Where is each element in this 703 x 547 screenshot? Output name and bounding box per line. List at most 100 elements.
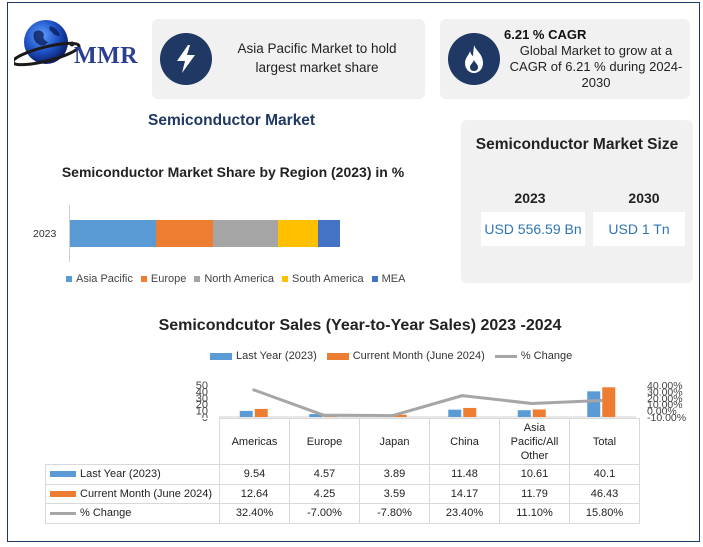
bar-last-year [517, 410, 531, 417]
market-size-title: Semiconductor Market Size [475, 136, 679, 153]
y-tick-label: 40 [196, 386, 208, 398]
legend-mea: MEA [371, 273, 405, 285]
table-cell: 4.57 [289, 464, 360, 485]
table-cell: 32.40% [219, 503, 290, 524]
market-size-year-2023: 2023 [514, 190, 546, 206]
share-segment-mea [318, 220, 340, 247]
row-label-last-year: Last Year (2023) [45, 464, 220, 485]
legend-europe: Europe [140, 273, 186, 285]
share-chart-title: Semiconductor Market Share by Region (20… [61, 164, 405, 180]
table-column-header: China [429, 418, 500, 465]
pct-change-point [391, 414, 395, 418]
table-row-pct-change: % Change 32.40% -7.00% -7.80% 23.40% 11.10% 1… [45, 503, 640, 524]
row-label-current-month: Current Month (June 2024) [45, 483, 220, 504]
bar-current-month [602, 387, 616, 417]
table-header-row: Americas Europe Japan China Asia Pacific/All… [45, 418, 640, 465]
y2-tick-label: 30.00% [647, 386, 683, 398]
table-row-last-year: Last Year (2023) 9.54 4.57 3.89 11.48 10.61 4… [45, 464, 640, 485]
asia-pacific-highlight-card: Asia Pacific Market to hold largest mark… [152, 19, 425, 99]
share-segment-south-america [277, 220, 319, 247]
market-size-card: Semiconductor Market Size 2023 2030 USD … [461, 120, 693, 283]
row-label-current-month-text: Current Month (June 2024) [80, 487, 213, 500]
sales-chart-title: Semicondcutor Sales (Year-to-Year Sales)… [158, 317, 562, 334]
table-cell: 3.59 [359, 483, 430, 504]
share-segment-north-america [213, 220, 278, 247]
table-cell: 11.79 [499, 483, 570, 504]
share-stacked-bar [70, 220, 340, 247]
market-size-value-2023: USD 556.59 Bn [481, 212, 585, 246]
table-cell: 23.40% [429, 503, 500, 524]
legend-asia-pacific: Asia Pacific [66, 273, 133, 285]
table-cell: -7.00% [289, 503, 360, 524]
table-column-header: Total [569, 418, 640, 465]
page-title: Semiconductor Market [148, 112, 316, 129]
table-row-current-month: Current Month (June 2024) 12.64 4.25 3.59 1… [45, 483, 640, 504]
table-cell: 15.80% [569, 503, 640, 524]
bar-last-year [587, 391, 601, 417]
table-cell: 12.64 [219, 483, 290, 504]
bar-current-month [532, 409, 546, 417]
legend-last-year-label: Last Year (2023) [236, 350, 317, 362]
y2-tick-label: 20.00% [647, 393, 683, 405]
legend-north-america: North America [194, 273, 274, 285]
table-cell: 11.10% [499, 503, 570, 524]
pct-change-point [599, 398, 603, 402]
share-segment-europe [156, 220, 214, 247]
y2-tick-label: 10.00% [647, 399, 683, 411]
table-cell: 14.17 [429, 483, 500, 504]
bar-current-month [393, 414, 407, 417]
y-tick-label: 10 [196, 406, 208, 418]
bar-last-year [448, 409, 462, 417]
table-cell: 9.54 [219, 464, 290, 485]
flame-icon [448, 33, 500, 85]
table-column-header: Americas [219, 418, 290, 465]
table-column-header: Japan [359, 418, 430, 465]
row-label-last-year-text: Last Year (2023) [80, 468, 161, 481]
sales-chart-legend: Last Year (2023) Current Month (June 202… [210, 350, 572, 362]
y-tick-label: 30 [196, 393, 208, 405]
bar-current-month [254, 408, 268, 417]
cagr-highlight-card: 6.21 % CAGR Global Market to grow at a C… [440, 19, 690, 99]
cagr-text: Global Market to grow at a CAGR of 6.21 … [509, 43, 683, 90]
table-cell: 10.61 [499, 464, 570, 485]
pct-change-line [253, 388, 602, 418]
pct-change-point [252, 388, 256, 392]
market-size-value-2030: USD 1 Tn [593, 212, 685, 246]
asia-pacific-highlight-text: Asia Pacific Market to hold largest mark… [237, 41, 397, 75]
pct-change-point [460, 394, 464, 398]
table-cell: 4.25 [289, 483, 360, 504]
y2-tick-label: 40.00% [647, 380, 683, 392]
table-corner [45, 418, 220, 465]
row-label-pct-change-text: % Change [80, 507, 132, 520]
lightning-icon [160, 33, 212, 85]
logo-text: MMR [74, 43, 139, 69]
legend-current-month-label: Current Month (June 2024) [352, 350, 485, 362]
legend-pct-change: % Change [494, 350, 572, 362]
bar-current-month [463, 407, 477, 417]
y2-tick-label: -10.00% [647, 412, 686, 424]
table-cell: 40.1 [569, 464, 640, 485]
share-segment-asia-pacific [70, 220, 157, 247]
bar-last-year [309, 414, 323, 417]
cagr-title: 6.21 % CAGR [504, 27, 587, 42]
table-cell: 11.48 [429, 464, 500, 485]
globe-icon [14, 20, 81, 67]
mmr-logo: MMR [14, 14, 142, 74]
legend-south-america: South America [282, 273, 364, 285]
table-cell: -7.80% [359, 503, 430, 524]
table-column-header: Asia Pacific/All Other [499, 418, 570, 465]
legend-last-year: Last Year (2023) [210, 350, 317, 362]
share-chart-legend: Asia Pacific Europe North America South Ame… [66, 273, 405, 285]
table-column-header: Europe [289, 418, 360, 465]
share-chart-category-label: 2023 [33, 228, 57, 240]
sales-data-table: Americas Europe Japan China Asia Pacific/All… [45, 418, 640, 524]
table-cell: 3.89 [359, 464, 430, 485]
pct-change-point [530, 401, 534, 405]
share-chart-axis [69, 205, 70, 262]
table-cell: 46.43 [569, 483, 640, 504]
bar-last-year [239, 410, 253, 417]
market-size-year-2030: 2030 [628, 190, 660, 206]
y-tick-label: 20 [196, 399, 208, 411]
legend-current-month: Current Month (June 2024) [326, 350, 485, 362]
